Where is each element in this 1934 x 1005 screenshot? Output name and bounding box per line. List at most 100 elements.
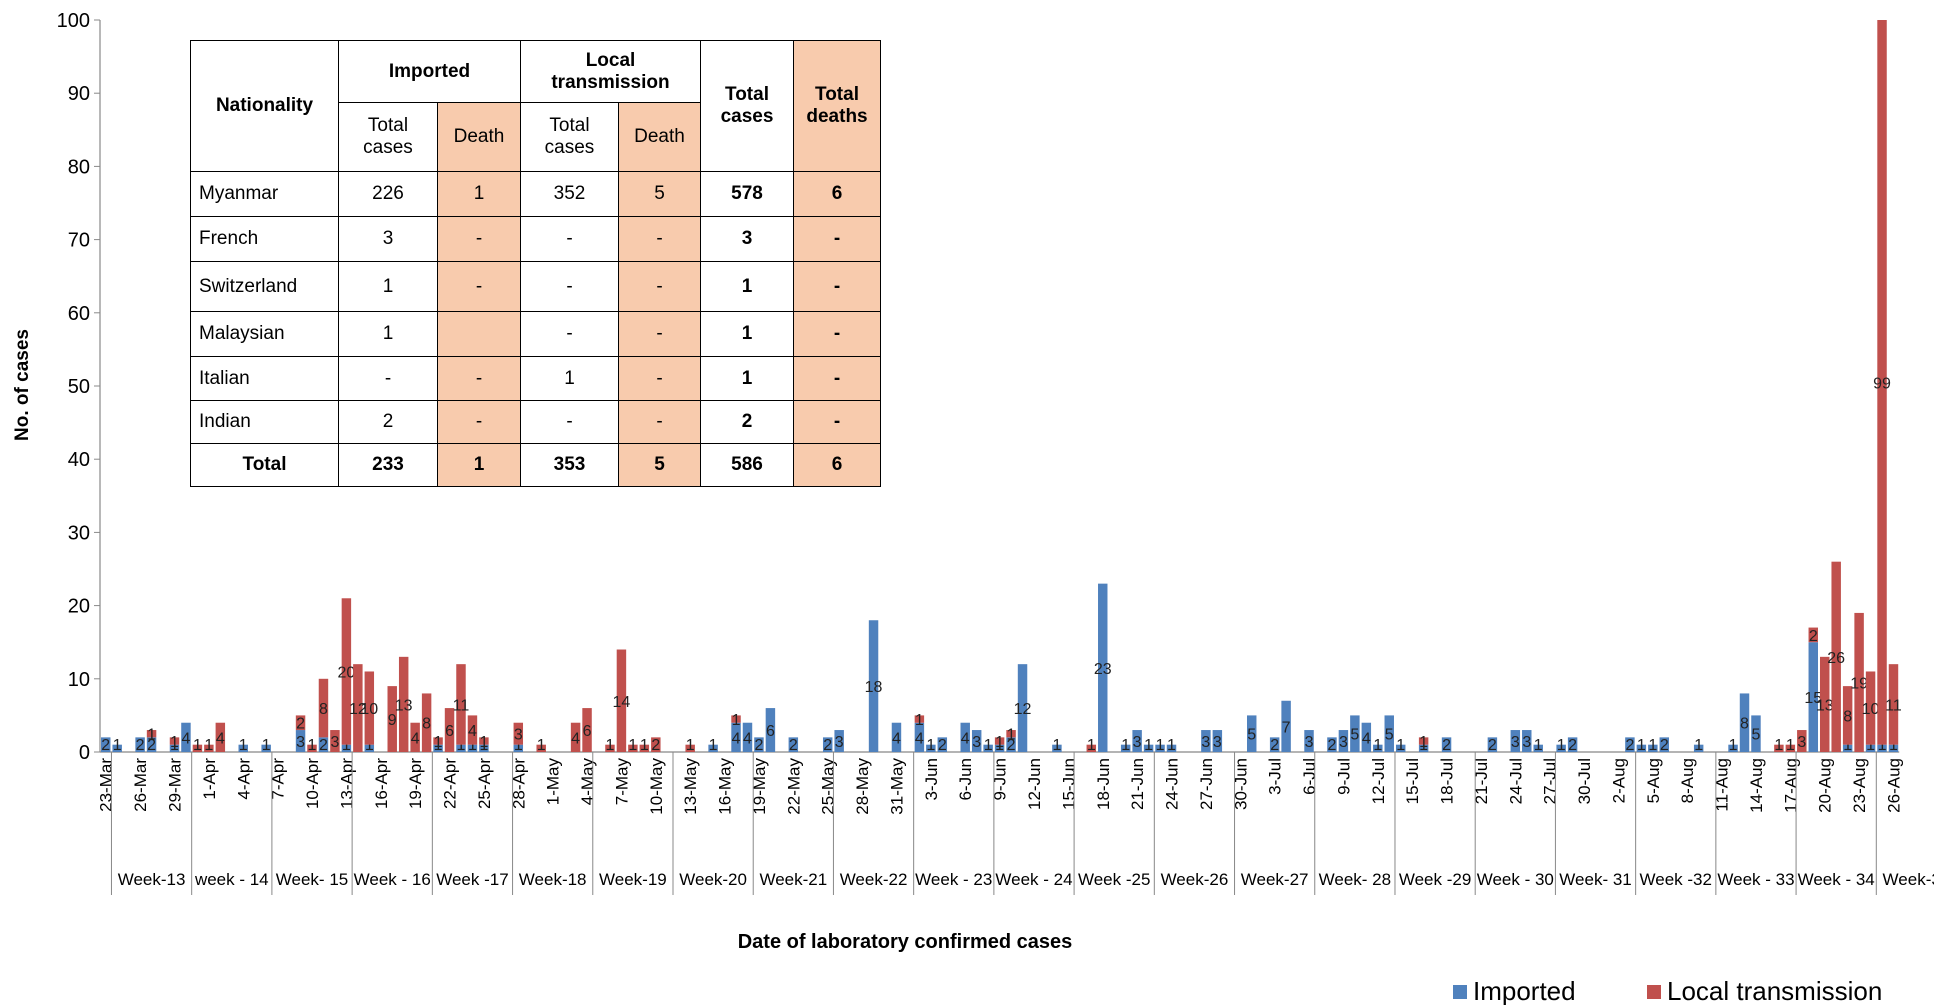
bar bbox=[1865, 671, 1876, 745]
data-label: 2 bbox=[1625, 737, 1634, 754]
table-cell: 6 bbox=[793, 171, 881, 217]
table-cell bbox=[437, 311, 521, 357]
y-tick-label: 50 bbox=[68, 376, 90, 398]
data-label: 3 bbox=[972, 734, 981, 751]
week-label: Week -25 bbox=[1078, 870, 1150, 889]
data-label: 1 bbox=[1889, 737, 1898, 754]
bar bbox=[994, 737, 1005, 745]
data-label: 1 bbox=[686, 737, 695, 754]
data-label: 1 bbox=[170, 734, 179, 751]
legend-swatch bbox=[1453, 985, 1467, 999]
bar bbox=[1808, 627, 1818, 643]
header-cell: Imported bbox=[338, 40, 521, 103]
data-label: 1 bbox=[1121, 737, 1130, 754]
data-label: 13 bbox=[395, 697, 413, 714]
bar bbox=[1304, 730, 1314, 752]
header-cell: Total cases bbox=[700, 40, 794, 172]
bar bbox=[456, 744, 466, 752]
table-cell: - bbox=[520, 261, 619, 312]
table-cell: - bbox=[338, 356, 438, 401]
bar bbox=[1120, 744, 1131, 752]
week-label: week - 14 bbox=[194, 870, 269, 889]
data-label: 1 bbox=[1774, 737, 1783, 754]
week-label: Week - 23 bbox=[915, 870, 992, 889]
table-cell: - bbox=[618, 400, 701, 444]
x-tick-label: 15-Jun bbox=[1059, 758, 1078, 810]
table-cell: - bbox=[520, 216, 619, 262]
data-label: 1 bbox=[1373, 737, 1382, 754]
data-label: 5 bbox=[1752, 727, 1761, 744]
data-label: 1 bbox=[709, 737, 718, 754]
bar bbox=[1006, 737, 1016, 752]
x-tick-label: 7-May bbox=[612, 758, 631, 806]
x-tick-label: 4-Apr bbox=[234, 758, 253, 800]
week-label: Week -32 bbox=[1640, 870, 1712, 889]
data-label: 1 bbox=[1156, 737, 1165, 754]
table-cell: 3 bbox=[338, 216, 438, 262]
bar bbox=[1842, 744, 1853, 752]
table-cell: - bbox=[793, 311, 881, 357]
x-tick-label: 28-May bbox=[853, 758, 872, 815]
table-cell: 2 bbox=[700, 400, 794, 444]
bar bbox=[1728, 744, 1738, 752]
bar bbox=[742, 722, 753, 752]
header-cell: Total cases bbox=[338, 102, 438, 172]
data-label: 1 bbox=[468, 737, 477, 754]
data-label: 5 bbox=[1247, 727, 1256, 744]
x-tick-label: 8-Aug bbox=[1678, 758, 1697, 803]
bar bbox=[834, 730, 844, 752]
y-tick-label: 0 bbox=[79, 742, 90, 764]
data-label: 1 bbox=[1167, 737, 1176, 754]
data-label: 4 bbox=[216, 730, 225, 747]
table-cell: 5 bbox=[618, 171, 701, 217]
x-tick-label: 30-Jul bbox=[1575, 758, 1594, 804]
data-label: 4 bbox=[571, 730, 580, 747]
bar bbox=[914, 715, 925, 723]
bar bbox=[971, 730, 982, 752]
bar bbox=[318, 678, 329, 738]
x-tick-label: 24-Jul bbox=[1506, 758, 1525, 804]
legend-label: Local transmission bbox=[1667, 976, 1882, 1005]
bar bbox=[169, 744, 180, 752]
table-cell: 233 bbox=[338, 443, 438, 487]
bar bbox=[387, 686, 397, 752]
data-label: 4 bbox=[411, 730, 420, 747]
bar bbox=[754, 737, 764, 752]
bar bbox=[1510, 730, 1521, 752]
data-label: 13 bbox=[1816, 697, 1834, 714]
week-label: Week - 16 bbox=[354, 870, 431, 889]
bar bbox=[433, 737, 443, 745]
data-label: 1 bbox=[479, 734, 488, 751]
bar bbox=[456, 664, 466, 745]
data-label: 1 bbox=[915, 712, 924, 729]
bar bbox=[295, 715, 306, 731]
x-tick-label: 24-Jun bbox=[1163, 758, 1182, 810]
data-label: 4 bbox=[892, 730, 901, 747]
x-tick-label: 12-Jun bbox=[1025, 758, 1044, 810]
data-label: 2 bbox=[754, 737, 763, 754]
week-label: Week- 15 bbox=[276, 870, 348, 889]
x-tick-label: 6-Jul bbox=[1300, 758, 1319, 795]
bar bbox=[1556, 744, 1566, 752]
bar bbox=[1533, 744, 1543, 752]
x-tick-label: 10-May bbox=[647, 758, 666, 815]
x-tick-label: 30-Jun bbox=[1231, 758, 1250, 810]
x-tick-label: 21-Jun bbox=[1128, 758, 1147, 810]
data-label: 2 bbox=[938, 737, 947, 754]
table-cell: Indian bbox=[190, 400, 339, 444]
bar bbox=[1774, 744, 1784, 752]
table-cell: 352 bbox=[520, 171, 619, 217]
table-cell: 6 bbox=[793, 443, 881, 487]
data-label: 8 bbox=[422, 716, 431, 733]
table-cell: - bbox=[618, 216, 701, 262]
data-label: 1 bbox=[640, 737, 649, 754]
data-label: 1 bbox=[1694, 737, 1703, 754]
data-label: 9 bbox=[388, 712, 397, 729]
table-cell: 1 bbox=[338, 261, 438, 312]
data-label: 1 bbox=[170, 737, 179, 754]
week-label: Week-20 bbox=[679, 870, 747, 889]
bar bbox=[479, 744, 489, 752]
bar bbox=[1132, 730, 1142, 752]
bar bbox=[1888, 744, 1899, 752]
